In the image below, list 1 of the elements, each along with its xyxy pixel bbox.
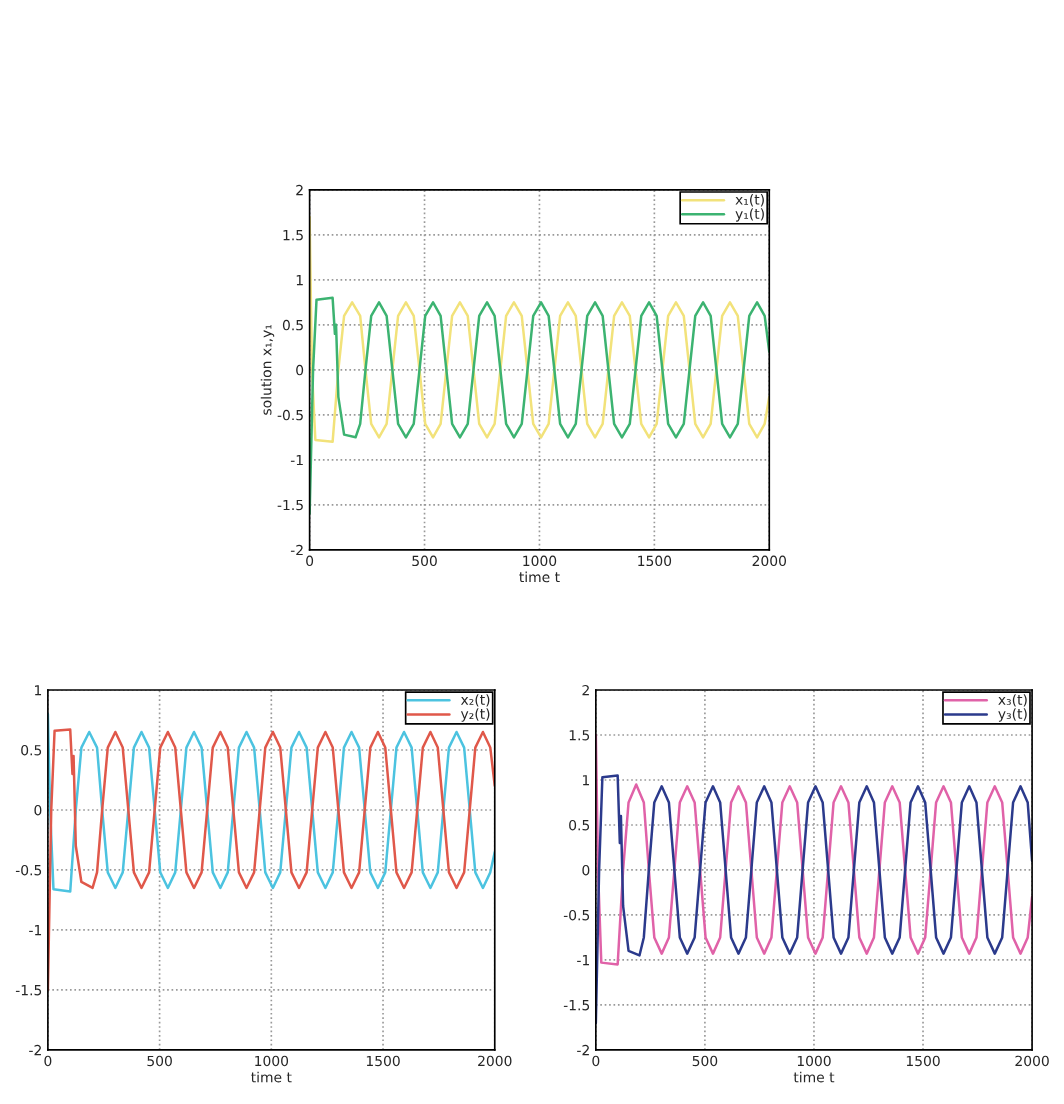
- line-series: [309, 296, 770, 516]
